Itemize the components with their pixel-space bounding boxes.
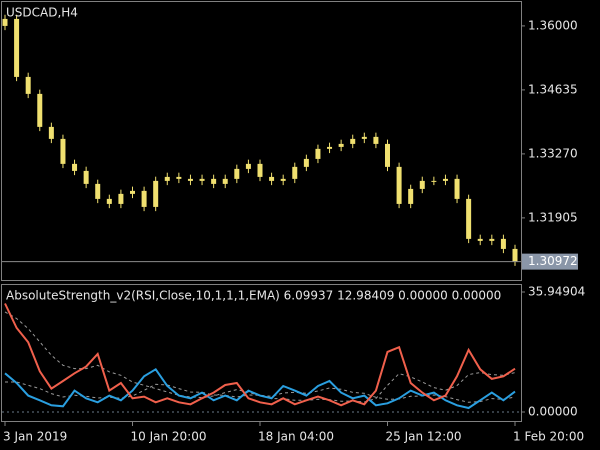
candle-body — [48, 126, 54, 139]
candle-body — [477, 238, 483, 241]
candle-body — [454, 178, 460, 199]
candle-body — [512, 248, 518, 262]
candle-body — [37, 93, 43, 127]
candle-body — [106, 198, 112, 204]
candle-body — [211, 178, 217, 184]
candle-body — [269, 176, 275, 181]
candle-body — [118, 193, 124, 204]
candle-body — [338, 143, 344, 147]
price-title: USDCAD,H4 — [6, 6, 78, 20]
candle-body — [176, 176, 182, 179]
y-tick-label: 1.31905 — [528, 210, 578, 224]
price-label-bg — [522, 253, 578, 270]
candle-body — [153, 180, 159, 207]
candle-body — [373, 136, 379, 144]
x-tick-label: 3 Jan 2019 — [3, 430, 67, 444]
candle-body — [350, 138, 356, 144]
x-tick-label: 25 Jan 12:00 — [386, 430, 462, 444]
candle-body — [292, 166, 298, 179]
price-panel-frame — [1, 1, 522, 281]
candle-body — [385, 143, 390, 167]
y-tick-label: 1.33270 — [528, 146, 578, 160]
candle-body — [141, 190, 147, 207]
candle-body — [327, 146, 333, 149]
indicator-line — [4, 303, 516, 407]
candle-body — [234, 168, 240, 179]
y-tick-label: 1.34635 — [528, 82, 578, 96]
x-tick-label: 1 Feb 20:00 — [513, 430, 584, 444]
candle-body — [257, 163, 263, 177]
candle-body — [396, 166, 402, 204]
y-tick-label: 1.36000 — [528, 18, 578, 32]
candle-body — [2, 18, 8, 26]
price-label: 1.30972 — [528, 254, 578, 268]
x-tick-label: 10 Jan 20:00 — [131, 430, 207, 444]
y-tick-label: 35.94904 — [528, 285, 585, 299]
candle-body — [466, 198, 472, 239]
candle-body — [408, 188, 414, 204]
indicator-line — [4, 367, 516, 410]
candle-body — [60, 138, 66, 164]
x-tick-label: 18 Jan 04:00 — [258, 430, 334, 444]
candle-body — [187, 178, 193, 181]
candle-body — [315, 148, 321, 159]
candle-body — [361, 136, 367, 139]
candle-body — [83, 170, 89, 184]
indicator-panel-frame — [1, 284, 522, 422]
y-tick-label: 0.00000 — [528, 404, 578, 418]
candle-body — [25, 76, 31, 94]
candle-body — [130, 190, 135, 194]
candle-body — [431, 180, 437, 182]
indicator-title: AbsoluteStrength_v2(RSI,Close,10,1,1,1,E… — [6, 289, 501, 303]
indicator-line — [4, 311, 516, 403]
candle-body — [303, 158, 309, 167]
candle-body — [500, 238, 506, 249]
candle-body — [199, 178, 205, 181]
candle-body — [72, 163, 78, 171]
candle-body — [419, 180, 425, 189]
candle-body — [14, 18, 20, 77]
candle-body — [442, 178, 448, 181]
candle-body — [280, 178, 286, 181]
candle-body — [95, 183, 101, 199]
candle-body — [245, 163, 251, 169]
candle-body — [489, 238, 495, 241]
candle-body — [164, 176, 170, 181]
candle-body — [222, 178, 228, 184]
